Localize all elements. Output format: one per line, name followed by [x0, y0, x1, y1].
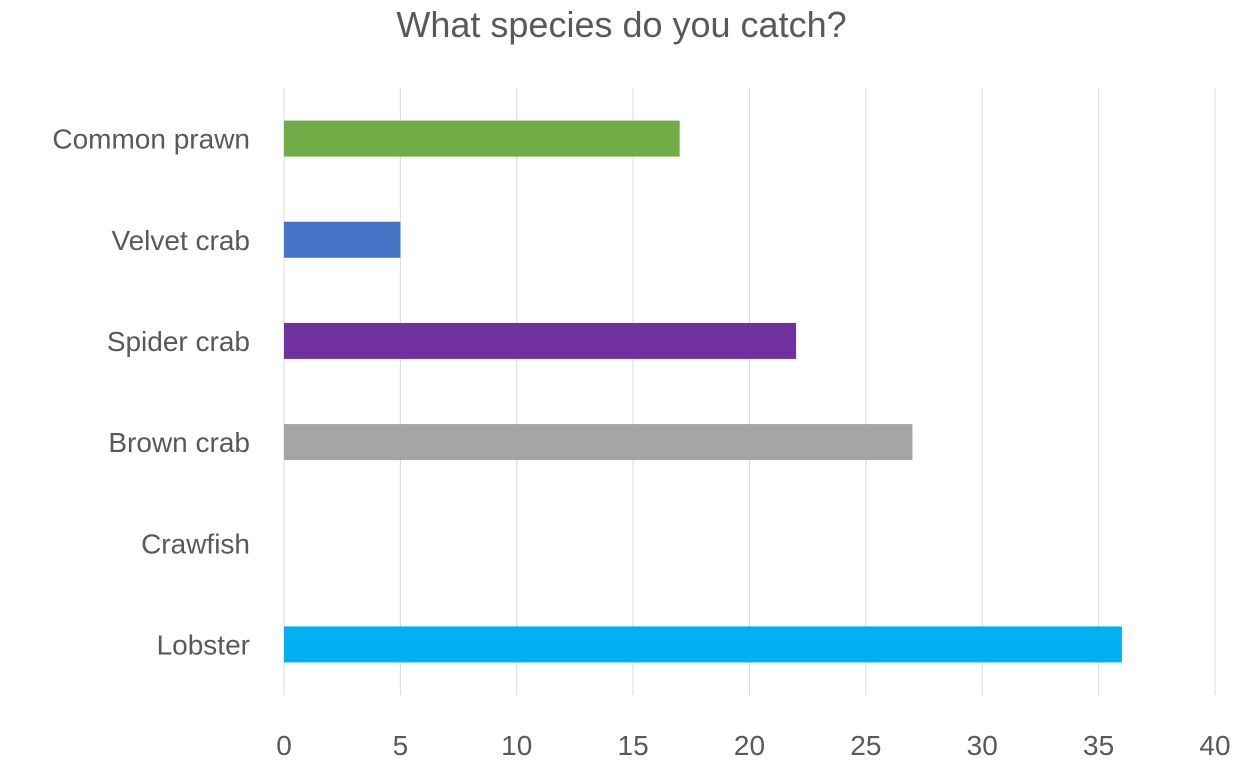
x-tick-label: 40 — [1199, 730, 1230, 761]
x-tick-label: 10 — [501, 730, 532, 761]
x-tick-label: 15 — [618, 730, 649, 761]
bar-brown-crab — [284, 424, 913, 461]
x-tick-label: 25 — [850, 730, 881, 761]
bar-spider-crab — [284, 322, 797, 359]
grid-layer — [283, 88, 1216, 695]
x-axis-tick-labels: 0 5 10 15 20 25 30 35 40 — [276, 730, 1230, 761]
x-tick-label: 20 — [734, 730, 765, 761]
x-tick-label: 30 — [967, 730, 998, 761]
category-label: Crawfish — [141, 528, 250, 559]
category-label: Brown crab — [108, 427, 250, 458]
bar-velvet-crab — [284, 221, 401, 258]
category-labels: Common prawn Velvet crab Spider crab Brown … — [52, 124, 250, 661]
bar-layer — [284, 120, 1122, 663]
x-tick-label: 5 — [393, 730, 409, 761]
category-label: Lobster — [157, 629, 250, 660]
x-tick-label: 0 — [276, 730, 292, 761]
category-label: Velvet crab — [111, 225, 250, 256]
x-tick-label: 35 — [1083, 730, 1114, 761]
chart-title: What species do you catch? — [396, 4, 847, 45]
bar-lobster — [284, 626, 1122, 663]
category-label: Common prawn — [52, 124, 250, 155]
bar-common-prawn — [284, 120, 680, 157]
category-label: Spider crab — [107, 326, 250, 357]
